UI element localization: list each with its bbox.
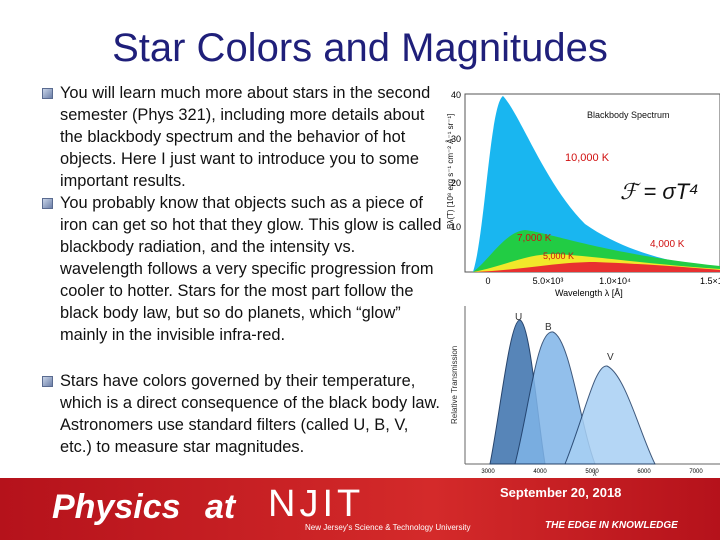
slogan: THE EDGE IN KNOWLEDGE [545, 520, 678, 531]
logo-at: at [205, 488, 237, 526]
curve-label: 5,000 K [543, 251, 574, 261]
y-axis-label: Bλ(T) [10⁸ erg s⁻¹ cm⁻² Å⁻¹ sr⁻¹] [446, 114, 455, 229]
figures: Blackbody Spectrum ℱ = σT⁴ 10,000 K 7,00… [446, 90, 720, 474]
band-label: B [545, 322, 552, 333]
x-tick-label: 4000 [533, 469, 547, 474]
curve-label: 10,000 K [565, 152, 610, 164]
curve-10000k [473, 96, 720, 272]
footer-art: September 20, 2018 Physics at NJIT New J… [52, 483, 678, 532]
logo-physics: Physics [52, 488, 181, 526]
x-axis-label: Wavelength λ [Å] [555, 288, 623, 298]
x-axis-label: λ [593, 471, 597, 478]
curve-label: 4,000 K [650, 239, 685, 250]
slide-title: Star Colors and Magnitudes [112, 26, 608, 70]
figure-title: Blackbody Spectrum [587, 110, 670, 120]
x-tick-label: 1.5×10⁴ [700, 276, 720, 286]
band-label: U [515, 312, 522, 323]
bullet: You will learn much more about stars in … [42, 82, 442, 192]
x-tick-label: 3000 [481, 469, 495, 474]
y-axis-label: Relative Transmission [450, 346, 459, 424]
curve-label: 7,000 K [517, 233, 552, 244]
x-tick-label: 1.0×10⁴ [599, 276, 631, 286]
bullet-text: You will learn much more about stars in … [60, 84, 431, 190]
band-v [564, 365, 656, 465]
bullet-text: You probably know that objects such as a… [60, 194, 442, 344]
band-label: V [607, 352, 614, 363]
y-tick-label: 40 [451, 90, 461, 100]
filter-figure: U B V Relative Transmission 3000 4000 50… [450, 306, 720, 474]
bullet: Stars have colors governed by their temp… [42, 370, 442, 458]
logo-njit: NJIT [268, 483, 364, 525]
x-tick-label: 5000 [585, 469, 599, 474]
footer: September 20, 2018 Physics at NJIT New J… [0, 478, 720, 540]
blackbody-figure: Blackbody Spectrum ℱ = σT⁴ 10,000 K 7,00… [446, 90, 720, 298]
y-tick-label: 10 [451, 222, 461, 232]
bullet-marker [42, 198, 53, 209]
date: September 20, 2018 [500, 485, 621, 500]
x-tick-label: 5.0×10³ [533, 276, 564, 286]
tagline: New Jersey's Science & Technology Univer… [305, 523, 470, 532]
x-tick-label: 6000 [637, 469, 651, 474]
bullet-text: Stars have colors governed by their temp… [60, 372, 440, 456]
bullet-marker [42, 88, 53, 99]
x-tick-label: 7000 [689, 469, 703, 474]
formula: ℱ = σT⁴ [620, 179, 699, 204]
x-axis-label-box: λ [593, 471, 597, 478]
curve-4000k [473, 262, 720, 272]
y-tick-label: 20 [451, 178, 461, 188]
bullet-marker [42, 376, 53, 387]
x-tick-label: 0 [485, 276, 490, 286]
bullet: You probably know that objects such as a… [42, 192, 442, 346]
y-tick-label: 30 [451, 134, 461, 144]
